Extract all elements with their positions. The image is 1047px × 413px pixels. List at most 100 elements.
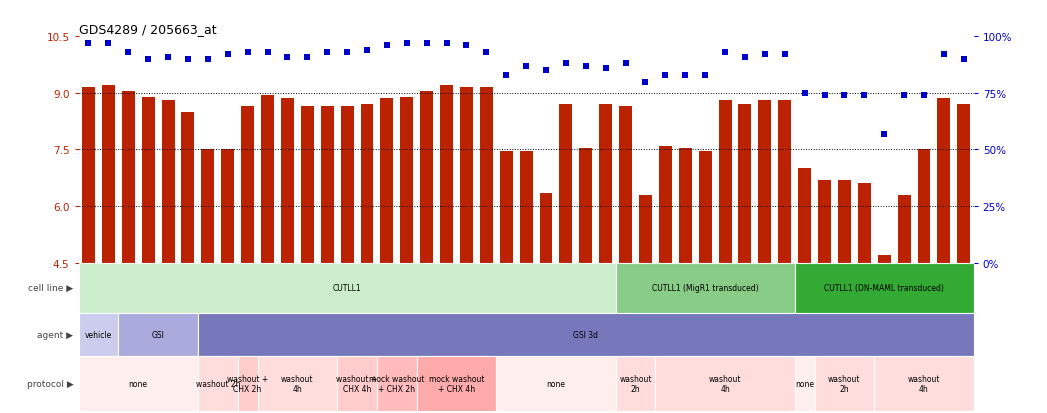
- Bar: [141, 97, 155, 263]
- Point: [538, 68, 555, 74]
- Bar: [499, 152, 513, 263]
- Bar: [917, 150, 931, 263]
- Point: [856, 93, 873, 99]
- Text: GSI: GSI: [152, 330, 164, 339]
- Bar: [599, 105, 612, 263]
- Text: mock washout
+ CHX 2h: mock washout + CHX 2h: [369, 374, 425, 393]
- Point: [318, 50, 335, 56]
- Text: GDS4289 / 205663_at: GDS4289 / 205663_at: [79, 23, 216, 36]
- Bar: [698, 152, 712, 263]
- Point: [875, 131, 892, 138]
- Point: [159, 54, 176, 61]
- Bar: [300, 107, 314, 263]
- Point: [756, 52, 773, 59]
- Bar: [118, 313, 198, 356]
- Bar: [480, 88, 493, 263]
- Bar: [417, 356, 496, 411]
- Point: [637, 79, 653, 85]
- Text: washout
4h: washout 4h: [709, 374, 741, 393]
- Bar: [718, 101, 732, 263]
- Text: washout 2h: washout 2h: [196, 379, 240, 388]
- Point: [936, 52, 953, 59]
- Bar: [79, 263, 616, 313]
- Bar: [79, 313, 118, 356]
- Text: mock washout
+ CHX 4h: mock washout + CHX 4h: [428, 374, 485, 393]
- Bar: [161, 101, 175, 263]
- Bar: [818, 180, 831, 263]
- Point: [518, 63, 535, 70]
- Point: [737, 54, 754, 61]
- Point: [438, 40, 454, 47]
- Point: [676, 72, 693, 79]
- Bar: [795, 263, 974, 313]
- Point: [597, 66, 614, 72]
- Text: washout
4h: washout 4h: [281, 374, 314, 393]
- Point: [101, 40, 116, 47]
- Point: [358, 47, 375, 54]
- Bar: [678, 148, 692, 263]
- Point: [260, 50, 276, 56]
- Bar: [198, 313, 974, 356]
- Bar: [198, 356, 238, 411]
- Bar: [838, 180, 851, 263]
- Bar: [377, 356, 417, 411]
- Point: [339, 50, 356, 56]
- Text: washout +
CHX 2h: washout + CHX 2h: [227, 374, 268, 393]
- Point: [716, 50, 733, 56]
- Point: [776, 52, 794, 59]
- Bar: [340, 107, 354, 263]
- Bar: [738, 105, 752, 263]
- Point: [658, 72, 674, 79]
- Point: [458, 43, 474, 50]
- Text: none: none: [547, 379, 565, 388]
- Text: washout
4h: washout 4h: [908, 374, 940, 393]
- Bar: [460, 88, 473, 263]
- Point: [915, 93, 933, 99]
- Bar: [659, 146, 672, 263]
- Point: [180, 57, 197, 63]
- Bar: [201, 150, 215, 263]
- Bar: [795, 356, 815, 411]
- Point: [199, 57, 216, 63]
- Bar: [79, 356, 198, 411]
- Bar: [758, 101, 772, 263]
- Bar: [559, 105, 573, 263]
- Point: [139, 57, 157, 63]
- Text: protocol ▶: protocol ▶: [26, 379, 73, 388]
- Point: [299, 54, 316, 61]
- Bar: [874, 356, 974, 411]
- Point: [557, 61, 574, 68]
- Bar: [897, 195, 911, 263]
- Bar: [221, 150, 235, 263]
- Point: [279, 54, 295, 61]
- Text: cell line ▶: cell line ▶: [28, 284, 73, 292]
- Bar: [261, 95, 274, 263]
- Point: [220, 52, 237, 59]
- Bar: [619, 107, 632, 263]
- Bar: [778, 101, 792, 263]
- Text: washout
2h: washout 2h: [828, 374, 861, 393]
- Bar: [380, 99, 394, 263]
- Bar: [496, 356, 616, 411]
- Bar: [798, 169, 811, 263]
- Bar: [655, 356, 795, 411]
- Bar: [877, 255, 891, 263]
- Point: [796, 90, 812, 97]
- Point: [80, 40, 96, 47]
- Text: GSI 3d: GSI 3d: [574, 330, 598, 339]
- Bar: [420, 92, 433, 263]
- Point: [119, 50, 136, 56]
- Bar: [957, 105, 971, 263]
- Bar: [639, 195, 652, 263]
- Point: [617, 61, 633, 68]
- Bar: [616, 263, 795, 313]
- Bar: [937, 99, 951, 263]
- Bar: [238, 356, 258, 411]
- Point: [817, 93, 833, 99]
- Point: [398, 40, 415, 47]
- Bar: [815, 356, 874, 411]
- Text: washout
2h: washout 2h: [619, 374, 652, 393]
- Text: vehicle: vehicle: [85, 330, 112, 339]
- Point: [498, 72, 515, 79]
- Point: [477, 50, 494, 56]
